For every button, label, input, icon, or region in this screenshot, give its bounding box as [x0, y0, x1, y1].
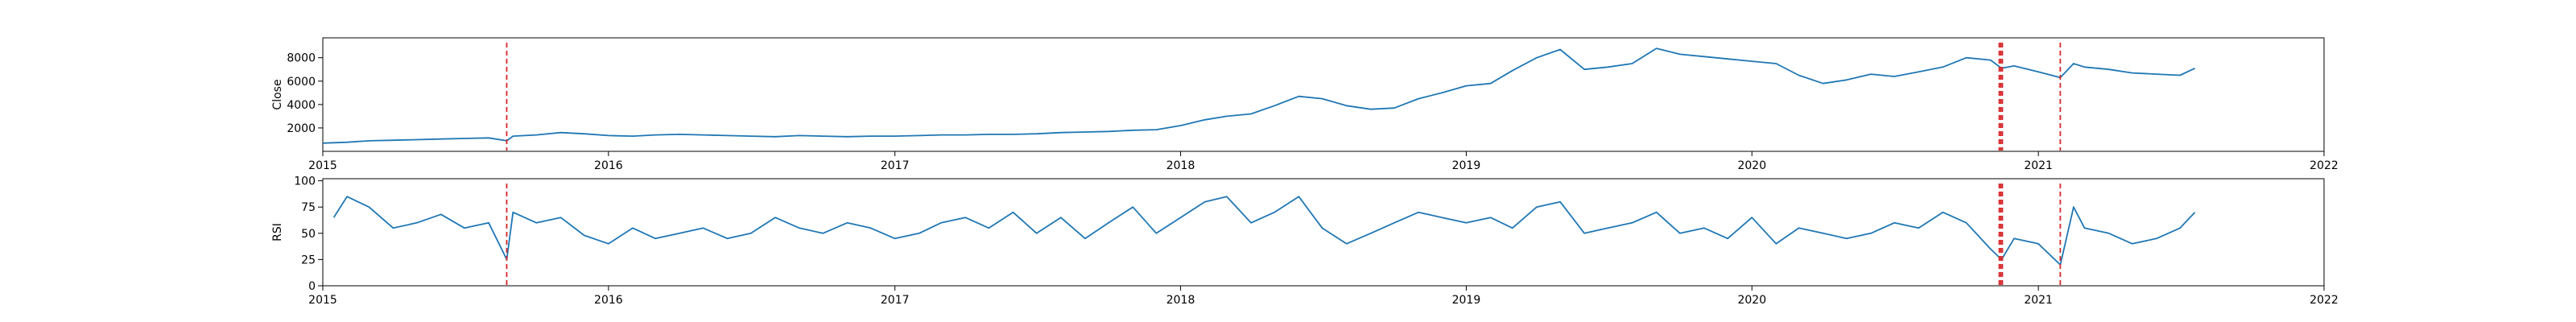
x-tick-label: 2020 [1737, 294, 1766, 307]
x-tick-label: 2017 [881, 159, 910, 172]
y-tick-label: 75 [301, 201, 316, 214]
close-price-panel: 2015 2016 2017 2018 2019 2020 2021 2022 2000 4000… [271, 37, 2339, 172]
y-tick-label: 2000 [287, 122, 316, 135]
x-tick-label: 2019 [1452, 159, 1481, 172]
y-axis-label: RSI [271, 223, 284, 242]
x-tick-label: 2020 [1737, 159, 1766, 172]
x-tick-label: 2015 [308, 294, 337, 307]
x-tick-label: 2022 [2310, 294, 2339, 307]
x-tick-label: 2016 [594, 294, 623, 307]
series-line [332, 196, 2196, 266]
x-tick-label: 2017 [881, 294, 910, 307]
y-tick-label: 8000 [287, 52, 316, 65]
x-tick-label: 2022 [2310, 159, 2339, 172]
y-tick-label: 25 [301, 254, 316, 266]
rsi-panel: 2015 2016 2017 2018 2019 2020 2021 2022 0 25 50 75 1… [271, 175, 2339, 307]
x-tick-label: 2018 [1166, 294, 1195, 307]
y-axis-label: Close [271, 79, 284, 109]
y-tick-label: 100 [294, 175, 316, 188]
x-tick-label: 2018 [1166, 159, 1195, 172]
x-tick-label: 2021 [2024, 294, 2053, 307]
x-tick-label: 2015 [308, 159, 337, 172]
x-tick-label: 2019 [1452, 294, 1481, 307]
axes-frame [322, 178, 2325, 287]
x-tick-label: 2016 [594, 159, 623, 172]
axes-frame [322, 37, 2325, 152]
y-tick-label: 6000 [287, 76, 316, 89]
y-tick-label: 4000 [287, 99, 316, 112]
y-tick-label: 0 [308, 280, 316, 293]
series-line [322, 47, 2195, 144]
y-tick-label: 50 [301, 228, 316, 241]
x-tick-label: 2021 [2024, 159, 2053, 172]
